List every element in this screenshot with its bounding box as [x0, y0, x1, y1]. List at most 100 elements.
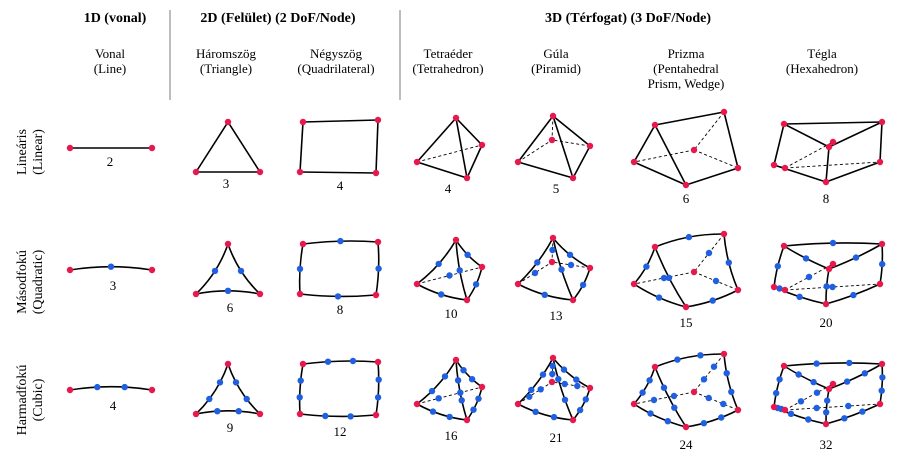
mid-node [846, 359, 853, 367]
edge [302, 119, 379, 123]
hidden-edge [551, 357, 554, 383]
mid-node [685, 233, 693, 241]
mid-node [879, 374, 886, 381]
element-linear-triangle [192, 118, 264, 176]
mid-node [824, 397, 831, 404]
corner-node [569, 416, 577, 424]
mid-node [566, 251, 574, 258]
corner-node [651, 243, 659, 251]
element-quadratic-tetra [413, 236, 486, 304]
corner-node [876, 400, 884, 408]
hidden-edge [784, 403, 881, 411]
mid-node [795, 371, 802, 378]
corner-node [720, 108, 728, 116]
edge [416, 117, 457, 163]
corner-node [372, 411, 380, 419]
corner-node [770, 283, 778, 291]
corner-node [372, 291, 380, 299]
node-count-cubic-tetra: 16 [445, 428, 459, 443]
mid-node [438, 291, 445, 298]
column-header-hexa: Tégla (Hexahedron) [786, 46, 858, 76]
mid-node [435, 395, 442, 402]
mid-node [561, 380, 568, 388]
corner-node [734, 286, 742, 294]
element-cubic-line [66, 383, 156, 394]
mid-node [773, 389, 780, 397]
edge [466, 386, 483, 421]
corner-node [829, 138, 837, 146]
node-count-linear-prism: 6 [683, 191, 690, 206]
row-labels: Lineáris(Linear) Másodfokú(Quadratic) Harm… [15, 129, 46, 436]
element-cubic-hexa [770, 359, 886, 428]
mid-node [375, 376, 382, 383]
element-quadratic-hexa [770, 239, 886, 308]
edge [783, 362, 883, 367]
mid-node [206, 395, 213, 403]
mid-node [550, 413, 558, 421]
corner-node [478, 263, 486, 271]
mid-node [549, 370, 556, 378]
corner-node [148, 386, 156, 394]
hidden-edge [416, 386, 483, 405]
element-linear-line [66, 144, 156, 152]
corner-node [822, 300, 830, 308]
corner-node [224, 240, 232, 248]
mid-node [541, 291, 548, 298]
mid-node [457, 389, 464, 396]
mid-node [555, 375, 562, 383]
edge [195, 121, 229, 173]
edge [455, 117, 483, 146]
edge [227, 363, 261, 415]
hidden-edge [784, 383, 834, 411]
mid-node [224, 287, 232, 294]
edge [572, 387, 591, 421]
mid-node [700, 420, 708, 427]
node-count-cubic-triangle: 9 [227, 420, 234, 435]
edge [466, 144, 483, 179]
row-label-quadratic: Másodfokú(Quadratic) [15, 249, 46, 314]
corner-node [452, 356, 460, 364]
hidden-edge [517, 381, 553, 405]
edge [69, 385, 153, 391]
corner-node [66, 266, 74, 274]
corner-node [549, 234, 557, 242]
edge [828, 363, 883, 390]
corner-node [452, 114, 460, 122]
edge [552, 357, 591, 389]
mid-node [324, 358, 332, 365]
mid-node [528, 386, 535, 394]
corner-node [569, 174, 577, 182]
row-label-cubic: Harmadfokú(Cubic) [15, 365, 46, 436]
mid-node [646, 377, 653, 384]
mid-node [472, 281, 480, 288]
corner-node [780, 242, 788, 250]
edge [416, 161, 468, 179]
corner-node [224, 118, 232, 126]
mid-node [446, 272, 453, 279]
hidden-edge [693, 149, 739, 169]
edge [227, 121, 261, 173]
corner-node [569, 296, 577, 304]
mid-node [574, 382, 581, 390]
mid-node [878, 387, 885, 394]
edge [416, 403, 468, 421]
edge [195, 243, 229, 295]
corner-node [548, 136, 556, 144]
mid-node [296, 394, 303, 401]
node-count-quadratic-tetra: 10 [445, 306, 458, 321]
mid-node [829, 239, 837, 247]
node-count-quadratic-line: 3 [110, 278, 117, 293]
corner-node [514, 280, 522, 288]
corner-node [630, 280, 638, 288]
node-count-cubic-pyramid: 21 [550, 430, 563, 445]
mid-node [674, 356, 681, 363]
mid-node [787, 410, 795, 417]
corner-node [781, 286, 789, 294]
corner-node [514, 158, 522, 166]
element-cubic-pyramid [514, 354, 594, 424]
mid-node [337, 237, 344, 245]
mid-node [460, 367, 467, 374]
mid-node [712, 277, 720, 285]
mid-node [841, 415, 848, 422]
